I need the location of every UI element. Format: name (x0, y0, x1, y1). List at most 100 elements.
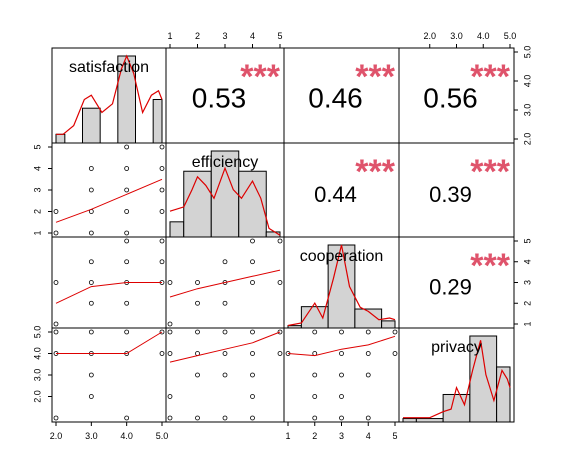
scatter-point (167, 321, 173, 327)
scatter-point (53, 280, 59, 285)
histogram-bar (415, 418, 444, 423)
scatter-point (277, 280, 283, 285)
fit-line (287, 335, 396, 357)
scatter-point (124, 329, 130, 335)
significance-stars: *** (470, 153, 510, 191)
scatter-point (312, 394, 318, 399)
histogram-bar (55, 133, 66, 144)
scatter-point (250, 394, 255, 399)
y-tick-label: 4.0 (32, 347, 42, 360)
scatter-point (250, 280, 255, 285)
scatter-point (159, 238, 165, 244)
scatter-point (124, 230, 130, 236)
scatter-point (195, 372, 200, 378)
panel-frame-3-0 (51, 327, 167, 423)
scatter-point (88, 280, 94, 285)
x-tick-label: 5.0 (156, 431, 169, 441)
scatter-point (250, 329, 255, 335)
histogram-bar (381, 320, 396, 329)
scatter-point (250, 372, 255, 378)
x-tick-label: 1 (285, 431, 290, 441)
histogram-bar (169, 221, 185, 238)
variable-label: satisfaction (69, 59, 149, 76)
scatter-point (53, 209, 59, 214)
x-tick-label: 1 (167, 31, 172, 41)
scatter-point (88, 394, 94, 399)
variable-label: privacy (431, 339, 482, 356)
density-line (287, 244, 396, 327)
scatter-point (312, 329, 318, 335)
scatter-point (312, 415, 318, 421)
scatter-point (88, 329, 94, 335)
correlation-value: 0.44 (314, 182, 357, 207)
panel-frame-1-0 (51, 142, 167, 238)
scatter-point (124, 187, 130, 193)
y-tick-label: 2 (522, 301, 532, 306)
scatter-point (53, 321, 59, 327)
scatter-point (88, 372, 94, 378)
density-line (403, 340, 511, 419)
x-tick-label: 3 (339, 431, 344, 441)
scatter-point (365, 415, 371, 421)
y-tick-label: 3.0 (32, 369, 42, 382)
scatter-point (124, 166, 130, 171)
y-tick-label: 2.0 (522, 133, 532, 146)
scatter-point (124, 209, 130, 214)
histogram-bar (152, 99, 163, 144)
density-line (169, 166, 281, 236)
significance-stars: *** (355, 58, 395, 96)
fit-line (55, 282, 162, 304)
scatter-point (277, 329, 283, 335)
significance-stars: *** (240, 58, 280, 96)
x-tick-label: 4.0 (120, 431, 133, 441)
y-tick-label: 5.0 (32, 326, 42, 339)
scatter-point (250, 238, 255, 244)
x-tick-label: 5 (277, 31, 282, 41)
density-line (56, 54, 163, 135)
significance-stars: *** (355, 153, 395, 191)
significance-stars: *** (470, 58, 510, 96)
scatter-point (195, 415, 200, 421)
correlation-value: 0.29 (429, 275, 472, 300)
correlation-value: 0.56 (423, 83, 478, 114)
histogram-bar (327, 244, 356, 329)
scatter-point (392, 351, 398, 356)
scatter-point (222, 329, 228, 335)
histogram-bar (354, 308, 383, 329)
panel-frame-3-1 (165, 327, 285, 423)
scatter-point (167, 415, 173, 421)
y-tick-label: 5 (522, 238, 532, 243)
x-tick-label: 5 (392, 431, 397, 441)
scatter-point (277, 351, 283, 356)
y-tick-label: 3 (522, 280, 532, 285)
fit-line (169, 331, 281, 363)
scatter-point (159, 259, 165, 265)
y-tick-label: 4 (32, 166, 42, 171)
scatter-point (365, 329, 371, 335)
histogram-bar (265, 231, 281, 238)
x-tick-label: 3.0 (450, 31, 463, 41)
scatter-point (88, 187, 94, 193)
fit-line (56, 331, 163, 354)
scatter-point (277, 238, 283, 244)
y-tick-label: 3.0 (522, 104, 532, 117)
y-tick-label: 3 (32, 187, 42, 192)
x-tick-label: 4 (250, 31, 255, 41)
y-tick-label: 4.0 (522, 75, 532, 88)
histogram-bar (82, 107, 101, 144)
scatter-point (124, 144, 130, 150)
scatter-point (124, 259, 130, 265)
scatter-point (88, 166, 94, 171)
scatter-point (365, 372, 371, 378)
scatter-point (88, 259, 94, 265)
x-tick-label: 4.0 (477, 31, 490, 41)
variable-label: efficiency (192, 154, 258, 171)
scatter-point (365, 351, 371, 356)
fit-line (169, 269, 281, 298)
y-tick-label: 4 (522, 259, 532, 264)
x-tick-label: 2 (312, 431, 317, 441)
scatter-point (159, 351, 165, 356)
y-tick-label: 2 (32, 209, 42, 214)
scatter-point (222, 259, 228, 265)
